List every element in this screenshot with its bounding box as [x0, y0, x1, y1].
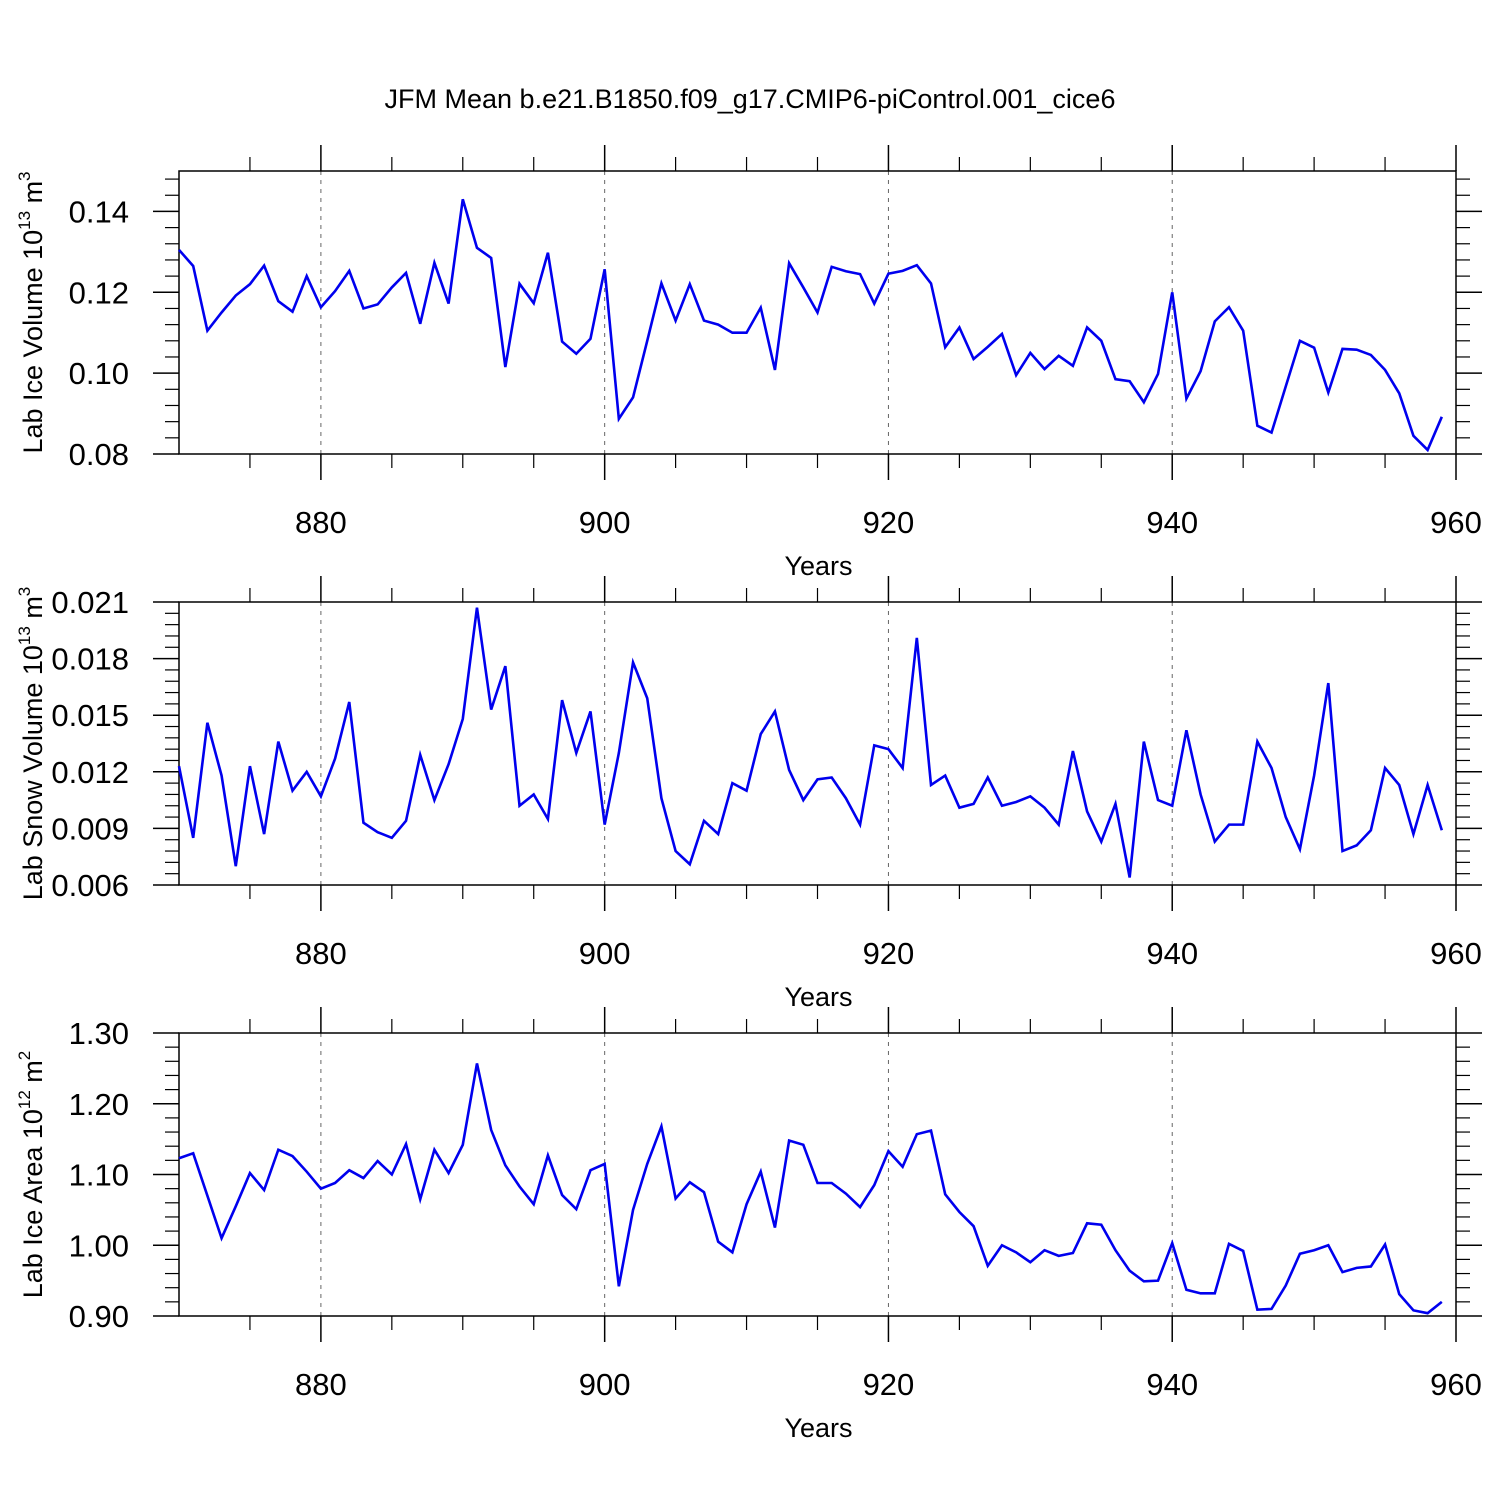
- y-tick-label: 0.90: [69, 1299, 129, 1334]
- chart-title: JFM Mean b.e21.B1850.f09_g17.CMIP6-piCon…: [385, 84, 1116, 114]
- x-tick-label: 940: [1146, 936, 1198, 971]
- x-tick-label: 960: [1430, 1367, 1482, 1402]
- panel-3: 880 900 920 940 960 0.90 1.00 1.10 1.20 1.30 Years…: [15, 1007, 1482, 1443]
- y-tick-label: 0.015: [51, 698, 129, 733]
- x-axis-label: Years: [784, 551, 852, 581]
- y-tick-label: 1.00: [69, 1228, 129, 1263]
- x-tick-label: 880: [295, 1367, 347, 1402]
- x-tick-label: 920: [863, 505, 915, 540]
- y-tick-label: 0.10: [69, 356, 129, 391]
- series-line: [178, 1063, 1443, 1315]
- x-tick-label: 960: [1430, 936, 1482, 971]
- y-tick-label: 0.021: [51, 585, 129, 620]
- y-tick-label: 0.012: [51, 755, 129, 790]
- y-tick-label: 0.12: [69, 275, 129, 310]
- x-axis-label: Years: [784, 1413, 852, 1443]
- y-tick-label: 1.10: [69, 1158, 129, 1193]
- plot-frame: [178, 1032, 1457, 1317]
- panel-2: 880 900 920 940 960 0.006 0.009 0.012 0.015 0.018…: [15, 576, 1482, 1012]
- series-line: [177, 607, 1444, 878]
- y-axis-label: Lab Ice Volume 1013 m3: [15, 171, 48, 453]
- x-tick-label: 960: [1430, 505, 1482, 540]
- x-tick-label: 880: [295, 505, 347, 540]
- x-tick-label: 920: [863, 1367, 915, 1402]
- y-axis-label: Lab Ice Area 1012 m2: [15, 1051, 48, 1299]
- x-tick-label: 900: [579, 1367, 631, 1402]
- y-tick-label: 0.018: [51, 642, 129, 677]
- plot-frame: [178, 601, 1457, 886]
- y-tick-label: 0.009: [51, 811, 129, 846]
- x-tick-label: 900: [579, 505, 631, 540]
- x-axis-label: Years: [784, 982, 852, 1012]
- y-tick-label: 0.006: [51, 868, 129, 903]
- panel-1: 880 900 920 940 960 0.08 0.10 0.12 0.14 Years Lab …: [15, 145, 1482, 581]
- x-tick-label: 880: [295, 936, 347, 971]
- y-tick-label: 0.14: [69, 194, 129, 229]
- y-tick-label: 1.20: [69, 1087, 129, 1122]
- x-tick-label: 940: [1146, 505, 1198, 540]
- x-tick-label: 920: [863, 936, 915, 971]
- y-tick-label: 0.08: [69, 437, 129, 472]
- y-axis-label: Lab Snow Volume 1013 m3: [15, 587, 48, 901]
- series-line: [178, 198, 1444, 453]
- y-tick-label: 1.30: [69, 1016, 129, 1051]
- x-tick-label: 900: [579, 936, 631, 971]
- x-tick-label: 940: [1146, 1367, 1198, 1402]
